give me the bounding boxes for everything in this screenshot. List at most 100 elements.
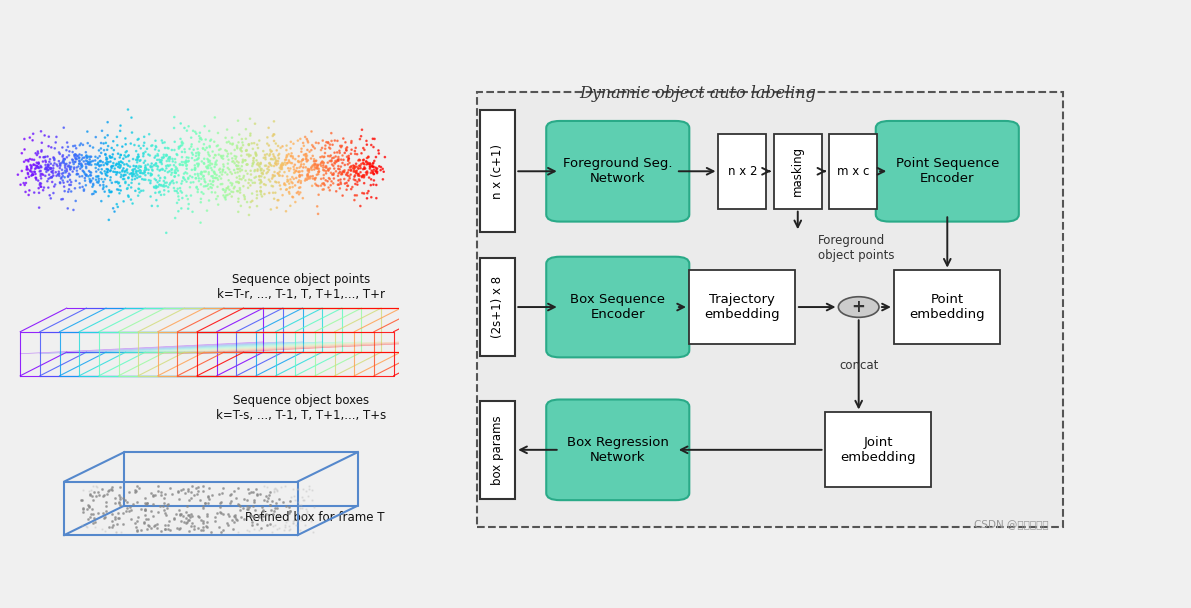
Point — [42, 167, 61, 177]
Point — [222, 148, 241, 158]
Point — [266, 520, 285, 530]
Point — [220, 189, 239, 199]
Point — [116, 170, 135, 180]
Point — [113, 158, 132, 168]
Point — [263, 131, 282, 141]
Point — [341, 170, 360, 179]
Point — [242, 170, 261, 179]
Point — [269, 195, 288, 205]
Point — [192, 194, 211, 204]
Point — [124, 499, 143, 509]
Point — [50, 149, 69, 159]
Point — [208, 200, 227, 210]
Point — [373, 174, 392, 184]
Point — [145, 153, 164, 162]
Point — [262, 528, 281, 537]
Point — [306, 159, 325, 169]
Point — [86, 133, 105, 142]
Point — [152, 155, 172, 165]
Point — [80, 160, 99, 170]
Point — [96, 153, 116, 162]
Point — [339, 154, 358, 164]
Point — [156, 181, 175, 191]
Point — [120, 169, 139, 179]
Point — [248, 190, 267, 200]
Point — [303, 126, 322, 136]
Point — [233, 156, 252, 166]
Point — [267, 159, 286, 168]
Point — [89, 145, 108, 155]
Point — [333, 134, 353, 143]
Bar — [480, 111, 516, 232]
Point — [45, 154, 64, 164]
Point — [313, 157, 332, 167]
Point — [102, 143, 121, 153]
Point — [292, 162, 311, 171]
Point — [35, 182, 54, 192]
Point — [357, 156, 376, 166]
Point — [216, 168, 235, 178]
Point — [348, 150, 367, 159]
Text: n x (c+1): n x (c+1) — [491, 143, 504, 199]
Point — [81, 176, 100, 185]
Point — [338, 168, 357, 178]
Point — [129, 191, 148, 201]
Point — [233, 157, 252, 167]
Point — [223, 181, 242, 190]
Point — [136, 156, 155, 166]
Point — [77, 126, 96, 136]
Point — [142, 162, 161, 172]
Point — [248, 201, 267, 211]
Point — [326, 167, 345, 176]
Point — [227, 161, 247, 171]
Point — [95, 133, 114, 142]
Point — [358, 152, 378, 162]
Point — [272, 482, 291, 492]
Point — [17, 178, 36, 188]
Point — [308, 167, 328, 177]
Point — [304, 160, 323, 170]
Point — [224, 184, 243, 193]
Point — [194, 525, 213, 535]
Point — [164, 145, 183, 155]
Point — [363, 134, 382, 143]
Point — [71, 159, 91, 168]
Point — [56, 166, 75, 176]
Point — [272, 161, 291, 171]
Point — [173, 138, 192, 148]
Point — [137, 524, 156, 534]
Point — [292, 178, 311, 188]
Point — [51, 160, 70, 170]
Point — [130, 156, 149, 166]
Point — [149, 182, 168, 192]
Point — [194, 503, 213, 513]
Point — [308, 138, 328, 148]
Point — [173, 188, 192, 198]
Point — [282, 177, 301, 187]
Point — [294, 495, 313, 505]
Point — [263, 522, 282, 531]
Point — [200, 161, 219, 170]
Point — [369, 148, 388, 158]
Point — [70, 156, 89, 165]
Point — [233, 181, 252, 191]
Point — [247, 172, 266, 182]
Point — [288, 177, 307, 187]
Point — [70, 179, 89, 188]
Point — [238, 159, 257, 169]
Point — [49, 156, 68, 166]
Point — [162, 170, 181, 179]
Point — [241, 129, 260, 139]
Point — [197, 134, 216, 144]
Point — [337, 142, 356, 152]
Point — [179, 194, 198, 204]
Point — [367, 180, 386, 190]
Point — [155, 493, 174, 503]
Point — [170, 159, 189, 169]
Point — [318, 157, 337, 167]
Point — [75, 185, 94, 195]
Bar — [480, 258, 516, 356]
Point — [252, 168, 272, 178]
Point — [125, 174, 144, 184]
Point — [174, 511, 193, 521]
